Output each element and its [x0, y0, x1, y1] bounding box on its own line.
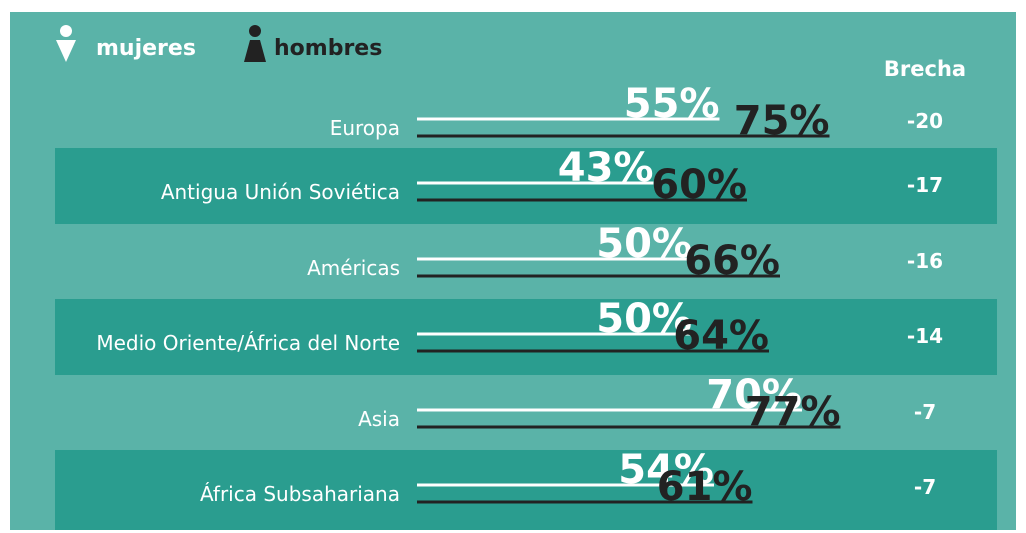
legend: mujeres hombres: [56, 25, 382, 62]
value-label: 54%: [618, 447, 714, 493]
woman-icon-head: [60, 25, 72, 37]
background: [10, 12, 1016, 530]
category-label: Europa: [330, 116, 400, 140]
category-label: África Subsahariana: [200, 482, 400, 506]
gap-value: -16: [907, 249, 943, 273]
gap-value: -14: [907, 324, 943, 348]
row-stripe: [55, 450, 997, 530]
value-label: 66%: [684, 238, 780, 284]
gap-value: -7: [914, 400, 936, 424]
legend-label: hombres: [274, 36, 382, 61]
value-label: 60%: [651, 162, 747, 208]
row-stripe: [55, 299, 997, 375]
value-label: 50%: [596, 221, 692, 267]
value-label: 55%: [624, 81, 720, 127]
value-label: 64%: [673, 313, 769, 359]
gap-value: -20: [907, 109, 943, 133]
gap-value: -17: [907, 173, 943, 197]
category-label: Américas: [307, 256, 400, 280]
woman-icon-body: [56, 40, 76, 62]
value-label: 77%: [745, 389, 841, 435]
value-label: 61%: [657, 464, 753, 510]
value-label: 70%: [706, 372, 802, 418]
man-icon-head: [249, 25, 261, 37]
category-label: Asia: [358, 407, 400, 431]
category-label: Antigua Unión Soviética: [161, 180, 400, 204]
value-label: 75%: [734, 98, 830, 144]
value-label: 50%: [596, 296, 692, 342]
row-stripe: [55, 148, 997, 224]
legend-label: mujeres: [96, 36, 196, 61]
value-label: 43%: [558, 145, 654, 191]
man-icon-body: [244, 40, 266, 62]
gap-value: -7: [914, 475, 936, 499]
gap-header: Brecha: [884, 57, 966, 81]
category-label: Medio Oriente/África del Norte: [96, 331, 400, 355]
